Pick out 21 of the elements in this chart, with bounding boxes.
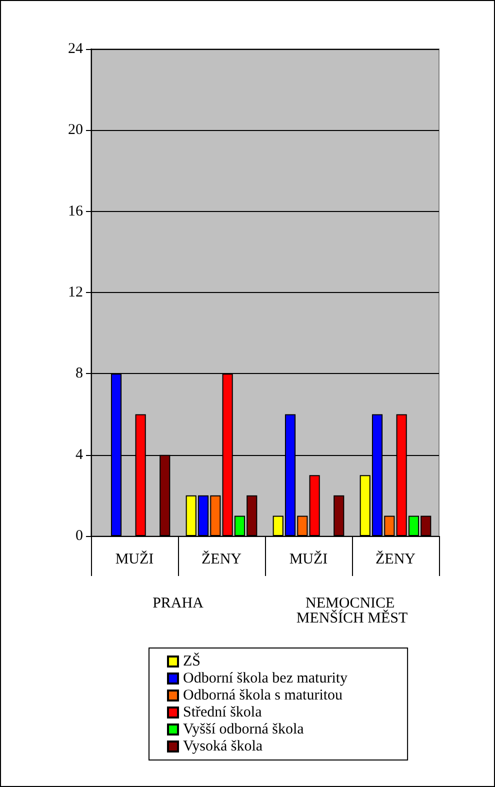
- x-tick-label: MUŽI: [115, 550, 154, 568]
- y-tick-label: 12: [68, 284, 83, 300]
- x-tick-label: ŽENY: [202, 550, 242, 568]
- y-tick-label: 4: [76, 446, 84, 463]
- legend-label: Odborní škola bez maturity: [183, 670, 348, 686]
- legend-label: Odborná škola s maturitou: [183, 688, 344, 704]
- x-tick-label: ŽENY: [376, 550, 416, 568]
- legend-label: Střední škola: [183, 704, 262, 720]
- y-tick-label: 0: [76, 528, 83, 544]
- x-tick-label: MUŽI: [289, 550, 328, 568]
- bar: [309, 475, 320, 536]
- legend-label: ZŠ: [183, 652, 201, 670]
- y-tick-label: 20: [68, 122, 83, 138]
- y-tick-label: 8: [76, 366, 83, 382]
- legend-label: Vysoká škola: [183, 738, 263, 754]
- legend-label: Vyšší odborná škola: [183, 722, 304, 738]
- y-tick-label: 16: [68, 203, 84, 220]
- text: PRAHA: [152, 596, 204, 612]
- text: NEMOCNICE MENŠÍCH MĚST: [296, 596, 408, 626]
- bar: [334, 495, 344, 536]
- y-tick-label: 24: [68, 41, 84, 57]
